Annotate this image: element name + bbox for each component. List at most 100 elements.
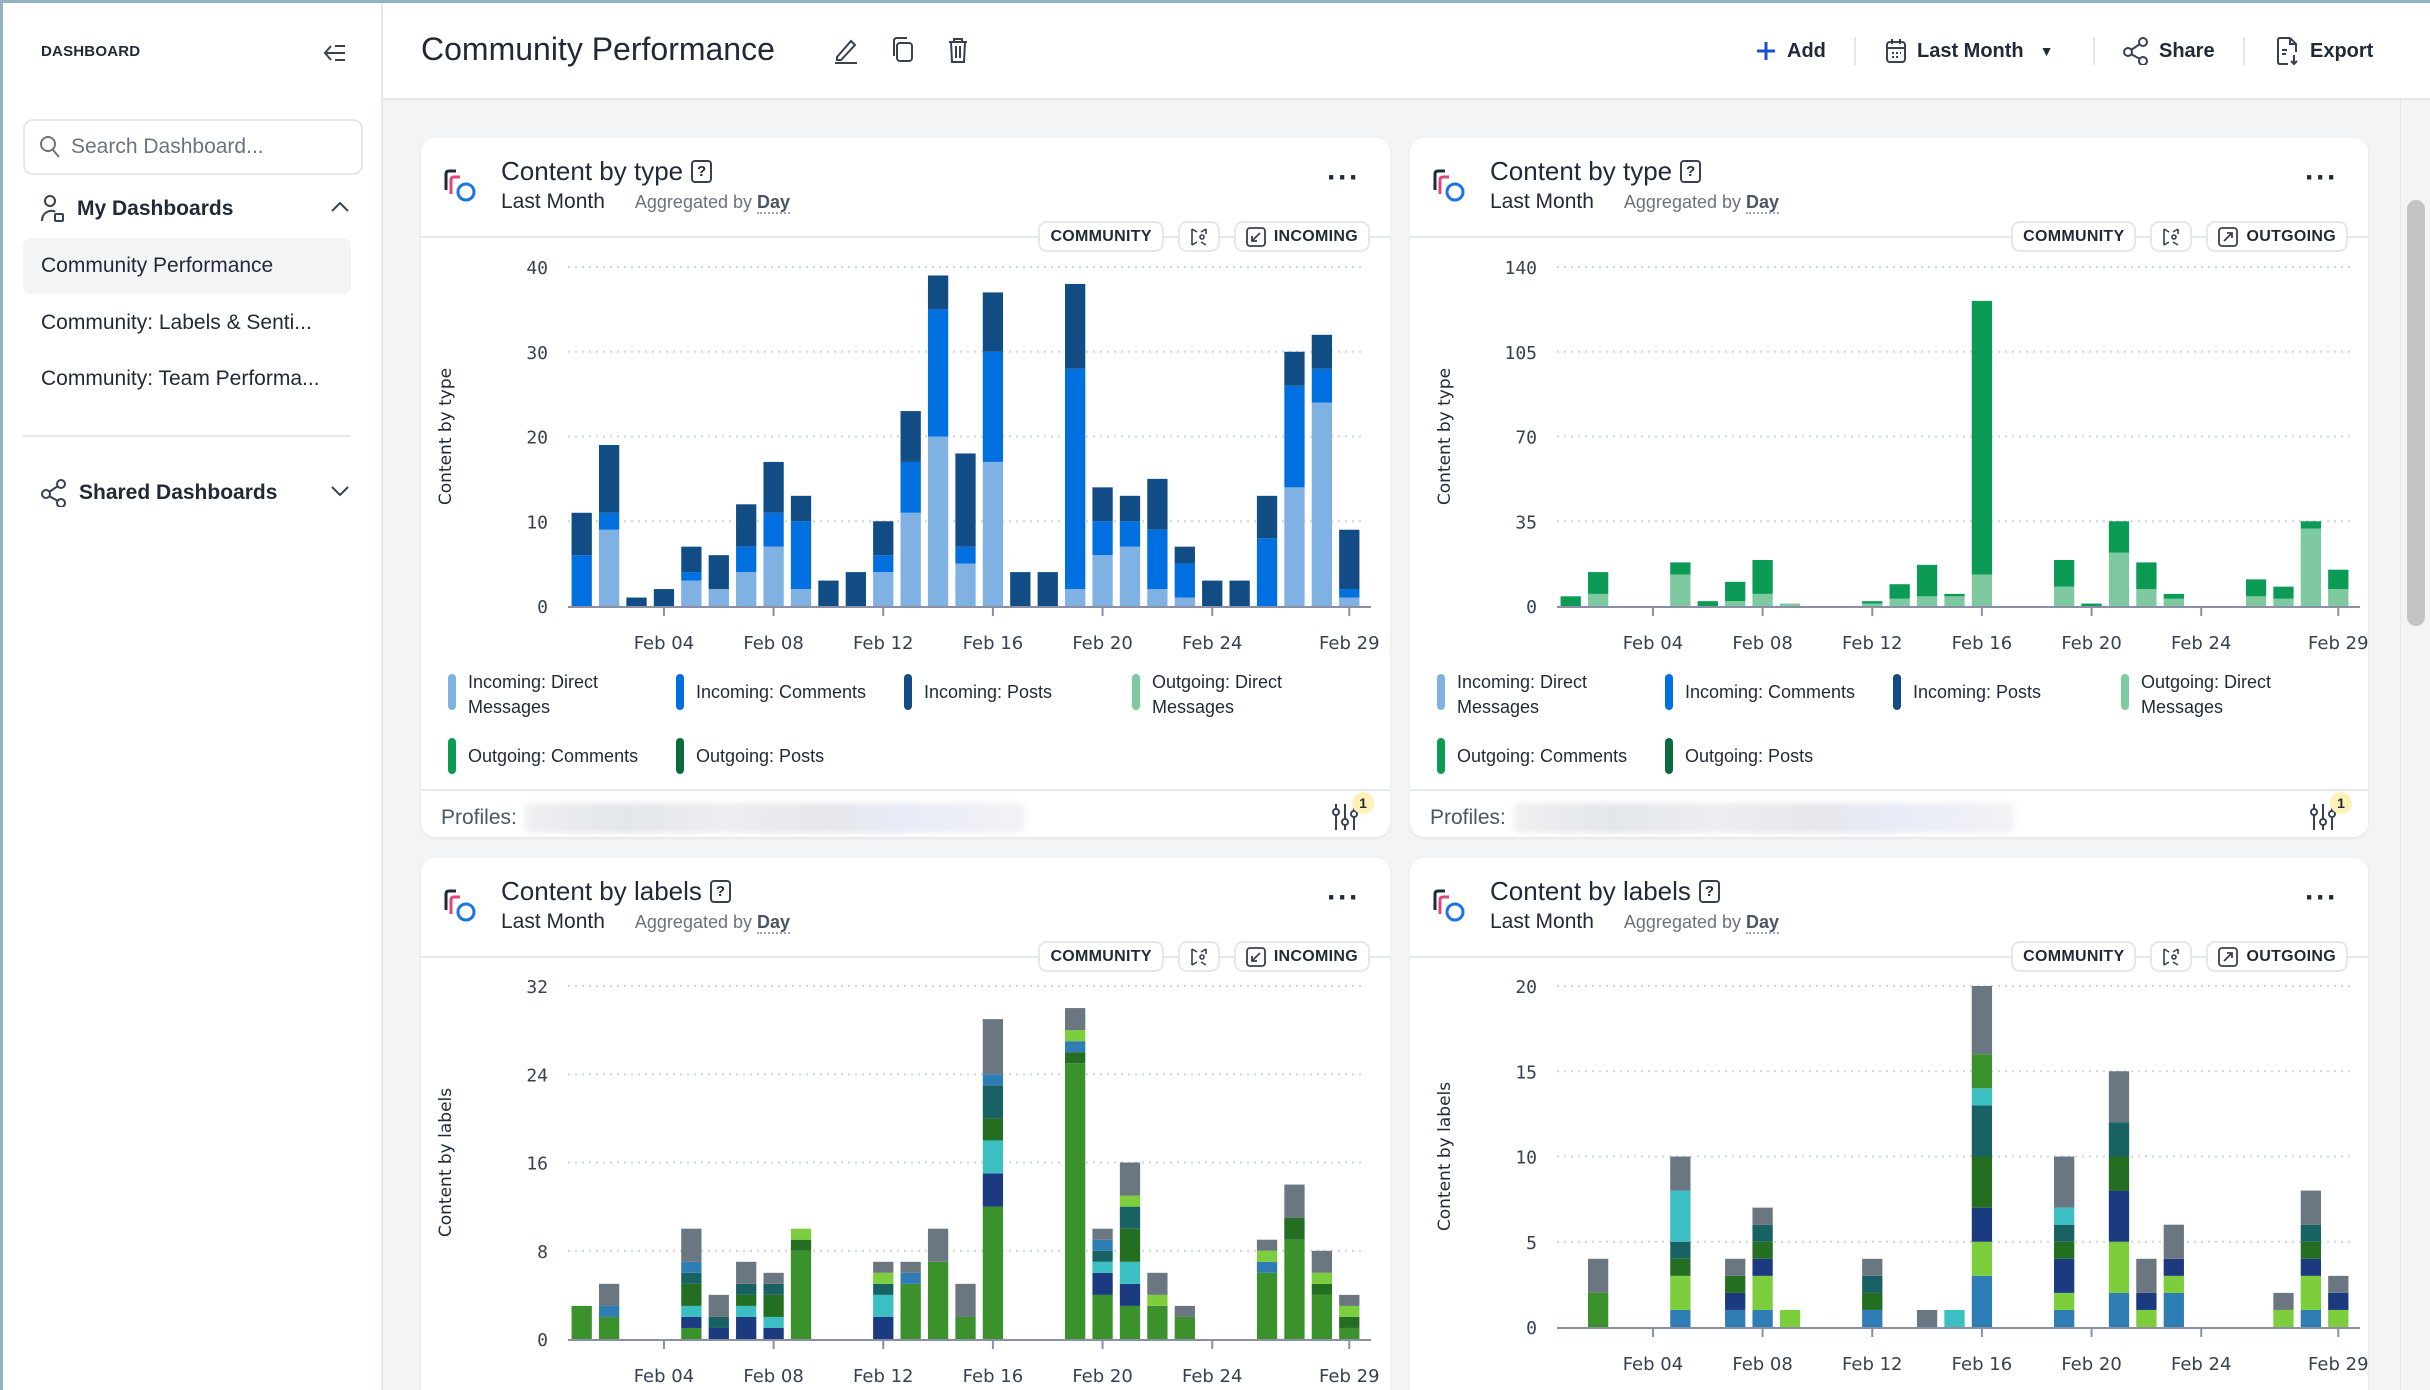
bar-segment[interactable] — [2328, 569, 2349, 590]
bar-segment[interactable] — [1284, 1239, 1305, 1339]
bar-segment[interactable] — [982, 292, 1004, 352]
bar-segment[interactable] — [598, 1305, 620, 1317]
bar-segment[interactable] — [1587, 1258, 1609, 1293]
bar-segment[interactable] — [2136, 1309, 2157, 1327]
bar-segment[interactable] — [2163, 598, 2184, 606]
bar-segment[interactable] — [1971, 1054, 1993, 1089]
bar-segment[interactable] — [1670, 562, 1691, 575]
bar-segment[interactable] — [1065, 1041, 1086, 1053]
bar-segment[interactable] — [1752, 1241, 1773, 1259]
bar-segment[interactable] — [1916, 564, 1938, 597]
bar-segment[interactable] — [736, 504, 757, 547]
bar-segment[interactable] — [1010, 572, 1031, 606]
bar-segment[interactable] — [927, 436, 949, 607]
bar-segment[interactable] — [927, 309, 949, 437]
bar-segment[interactable] — [2054, 1309, 2075, 1327]
bar-segment[interactable] — [900, 1272, 921, 1284]
direction-chip[interactable]: INCOMING — [1233, 221, 1370, 252]
profile-filter-chip[interactable] — [1177, 941, 1220, 972]
bar-segment[interactable] — [1971, 1088, 1993, 1106]
bar-segment[interactable] — [1065, 283, 1086, 369]
bar-segment[interactable] — [1065, 368, 1086, 590]
help-icon[interactable]: ? — [691, 160, 713, 183]
bar-segment[interactable] — [598, 444, 620, 513]
legend-item[interactable]: Incoming: Direct Messages — [448, 670, 676, 720]
bar-segment[interactable] — [1587, 593, 1609, 606]
sidebar-item-community-performance[interactable]: Community Performance — [23, 238, 351, 294]
bar-segment[interactable] — [2328, 1292, 2349, 1310]
bar-segment[interactable] — [2328, 589, 2349, 606]
bar-segment[interactable] — [818, 580, 839, 606]
bar-segment[interactable] — [2300, 1258, 2322, 1276]
bar-segment[interactable] — [982, 1140, 1004, 1174]
bar-segment[interactable] — [1752, 1224, 1773, 1242]
bar-segment[interactable] — [1092, 1239, 1113, 1251]
bar-segment[interactable] — [1339, 1294, 1360, 1306]
bar-segment[interactable] — [2054, 1241, 2075, 1259]
bar-segment[interactable] — [2163, 1258, 2184, 1276]
bar-segment[interactable] — [2163, 1275, 2184, 1293]
scope-chip[interactable]: COMMUNITY — [2011, 941, 2137, 972]
bar-segment[interactable] — [1092, 487, 1113, 522]
bar-segment[interactable] — [900, 512, 921, 606]
bar-segment[interactable] — [1092, 555, 1113, 606]
sidebar-item-team-performance[interactable]: Community: Team Performa... — [23, 351, 351, 407]
bar-segment[interactable] — [900, 1261, 921, 1273]
legend-item[interactable]: Incoming: Comments — [676, 670, 904, 720]
bar-segment[interactable] — [1339, 589, 1360, 598]
scope-chip[interactable]: COMMUNITY — [1038, 941, 1164, 972]
bar-segment[interactable] — [873, 555, 894, 573]
bar-segment[interactable] — [790, 495, 812, 522]
bar-segment[interactable] — [2054, 1156, 2075, 1208]
bar-segment[interactable] — [708, 1327, 729, 1339]
bar-segment[interactable] — [2081, 603, 2102, 606]
bar-segment[interactable] — [1037, 572, 1058, 606]
bar-segment[interactable] — [790, 589, 812, 606]
bar-segment[interactable] — [2136, 1292, 2157, 1310]
bar-segment[interactable] — [845, 572, 866, 606]
bar-segment[interactable] — [1065, 1008, 1086, 1031]
bar-segment[interactable] — [763, 512, 784, 547]
bar-segment[interactable] — [1339, 1305, 1360, 1317]
bar-segment[interactable] — [2054, 1292, 2075, 1310]
bar-segment[interactable] — [1889, 598, 1910, 606]
bar-segment[interactable] — [955, 453, 976, 547]
bar-segment[interactable] — [1092, 1294, 1113, 1339]
direction-chip[interactable]: INCOMING — [1233, 941, 1370, 972]
bar-segment[interactable] — [1752, 559, 1773, 594]
bar-segment[interactable] — [1725, 1309, 1746, 1327]
collapse-sidebar-icon[interactable] — [319, 37, 351, 69]
bar-segment[interactable] — [1092, 1228, 1113, 1240]
bar-segment[interactable] — [873, 572, 894, 606]
bar-segment[interactable] — [1256, 538, 1278, 606]
direction-chip[interactable]: OUTGOING — [2206, 941, 2348, 972]
bar-segment[interactable] — [2108, 1071, 2130, 1123]
bar-segment[interactable] — [2054, 1207, 2075, 1225]
bar-segment[interactable] — [2108, 521, 2130, 553]
bar-segment[interactable] — [2054, 1258, 2075, 1293]
bar-segment[interactable] — [736, 572, 757, 606]
bar-segment[interactable] — [1311, 1294, 1333, 1339]
bar-segment[interactable] — [1256, 495, 1278, 539]
bar-segment[interactable] — [1284, 351, 1305, 386]
bar-segment[interactable] — [2108, 1241, 2130, 1293]
bar-segment[interactable] — [1147, 1272, 1168, 1295]
bar-segment[interactable] — [927, 1228, 949, 1262]
bar-segment[interactable] — [2054, 586, 2075, 606]
bar-segment[interactable] — [1670, 1241, 1691, 1259]
bar-segment[interactable] — [1147, 478, 1168, 530]
bar-segment[interactable] — [736, 1294, 757, 1306]
scope-chip[interactable]: COMMUNITY — [2011, 221, 2137, 252]
bar-segment[interactable] — [790, 1228, 812, 1240]
bar-segment[interactable] — [571, 555, 592, 606]
bar-segment[interactable] — [763, 1283, 784, 1295]
trash-icon[interactable] — [943, 35, 973, 65]
profile-filter-chip[interactable] — [2150, 221, 2193, 252]
bar-segment[interactable] — [2136, 562, 2157, 590]
bar-segment[interactable] — [1752, 1309, 1773, 1327]
bar-segment[interactable] — [1862, 603, 1883, 606]
bar-segment[interactable] — [2163, 593, 2184, 599]
bar-segment[interactable] — [2300, 521, 2322, 529]
legend-item[interactable]: Outgoing: Posts — [1665, 734, 1893, 774]
search-input[interactable] — [71, 135, 341, 159]
